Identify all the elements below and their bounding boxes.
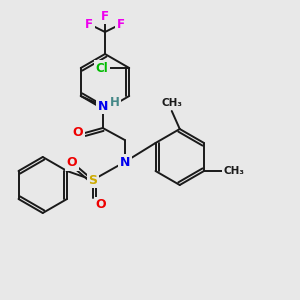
Text: F: F bbox=[101, 10, 109, 22]
Text: CH₃: CH₃ bbox=[224, 166, 244, 176]
Text: O: O bbox=[95, 199, 106, 212]
Text: O: O bbox=[66, 157, 77, 169]
Text: N: N bbox=[120, 155, 130, 169]
Text: F: F bbox=[117, 17, 125, 31]
Text: Cl: Cl bbox=[96, 61, 109, 74]
Text: CH₃: CH₃ bbox=[161, 98, 182, 108]
Text: O: O bbox=[72, 127, 83, 140]
Text: H: H bbox=[110, 95, 120, 109]
Text: S: S bbox=[88, 173, 97, 187]
Text: F: F bbox=[85, 17, 93, 31]
Text: N: N bbox=[98, 100, 108, 112]
